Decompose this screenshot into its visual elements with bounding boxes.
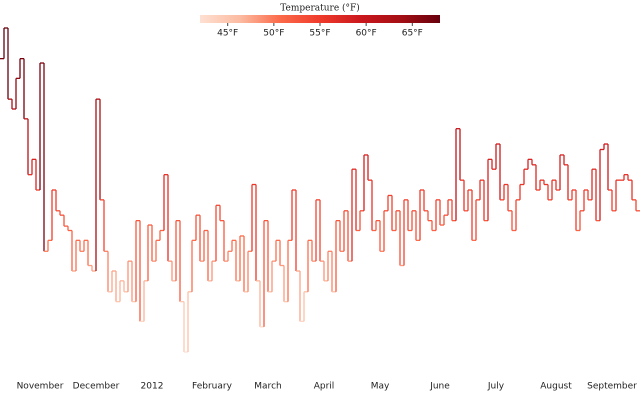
color-tick-label: 50°F <box>263 29 284 39</box>
x-tick-label: March <box>254 382 281 392</box>
x-tick-label: November <box>17 382 64 392</box>
legend-title: Temperature (°F) <box>280 3 360 14</box>
x-tick-label: June <box>429 382 450 392</box>
color-tick-label: 60°F <box>356 29 377 39</box>
x-tick-label: 2012 <box>141 382 164 392</box>
x-tick-label: August <box>540 382 572 392</box>
color-tick-label: 65°F <box>402 29 423 39</box>
x-tick-label: September <box>587 382 637 392</box>
x-tick-label: February <box>192 382 233 392</box>
color-tick-label: 55°F <box>309 29 330 39</box>
color-bar <box>200 15 440 23</box>
x-tick-label: April <box>314 382 335 392</box>
x-tick-label: July <box>487 382 505 392</box>
x-tick-label: December <box>73 382 120 392</box>
color-tick-label: 45°F <box>217 29 238 39</box>
x-tick-label: May <box>371 382 390 392</box>
